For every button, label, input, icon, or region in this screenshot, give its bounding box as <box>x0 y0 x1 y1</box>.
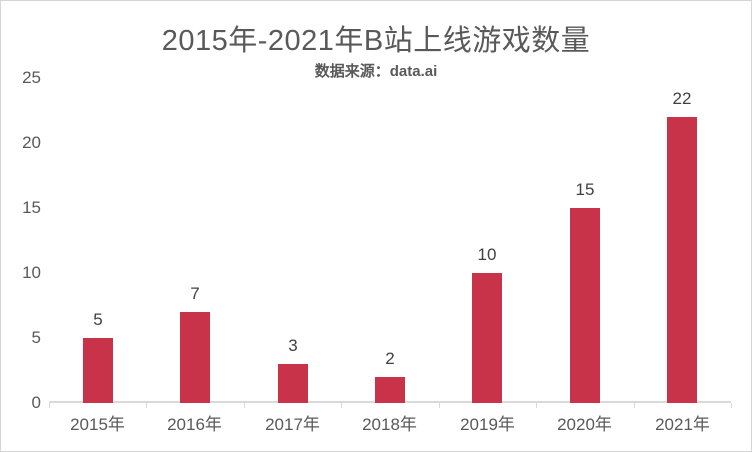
bar-value-label: 2 <box>385 349 395 368</box>
y-axis-tick-label: 5 <box>31 328 41 347</box>
bar-2019年 <box>472 273 502 403</box>
bar-value-label: 5 <box>93 310 103 329</box>
chart-subtitle: 数据来源：data.ai <box>314 63 438 80</box>
bar-2018年 <box>375 377 405 403</box>
x-axis-tick <box>146 403 147 408</box>
x-axis-tick <box>49 403 50 408</box>
bar-2020年 <box>570 208 600 403</box>
bar-value-label: 3 <box>288 336 298 355</box>
x-axis-category-label: 2015年 <box>70 415 125 434</box>
x-axis-tick <box>439 403 440 408</box>
x-axis-category-label: 2020年 <box>557 415 612 434</box>
x-axis-tick <box>634 403 635 408</box>
y-axis-tick-label: 10 <box>22 263 41 282</box>
bar-value-label: 22 <box>672 89 692 108</box>
x-axis-category-label: 2017年 <box>265 415 320 434</box>
bar-value-label: 10 <box>477 245 497 264</box>
y-axis-tick-label: 20 <box>22 133 41 152</box>
bar-2017年 <box>278 364 308 403</box>
x-axis-category-label: 2018年 <box>362 415 417 434</box>
bar-2015年 <box>83 338 113 403</box>
bar-2021年 <box>667 117 697 403</box>
x-axis-category-label: 2021年 <box>655 415 710 434</box>
x-axis-tick <box>536 403 537 408</box>
bar-value-label: 7 <box>190 284 200 303</box>
chart-title: 2015年-2021年B站上线游戏数量 <box>161 25 591 57</box>
x-axis-tick <box>341 403 342 408</box>
x-axis-category-label: 2019年 <box>460 415 515 434</box>
bar-value-label: 15 <box>575 180 595 199</box>
x-axis-tick <box>731 403 732 408</box>
y-axis-tick-label: 0 <box>31 393 41 412</box>
bar-2016年 <box>180 312 210 403</box>
x-axis-category-label: 2016年 <box>167 415 222 434</box>
y-axis-tick-label: 15 <box>22 198 41 217</box>
y-axis-tick-label: 25 <box>22 68 41 87</box>
x-axis-tick <box>244 403 245 408</box>
